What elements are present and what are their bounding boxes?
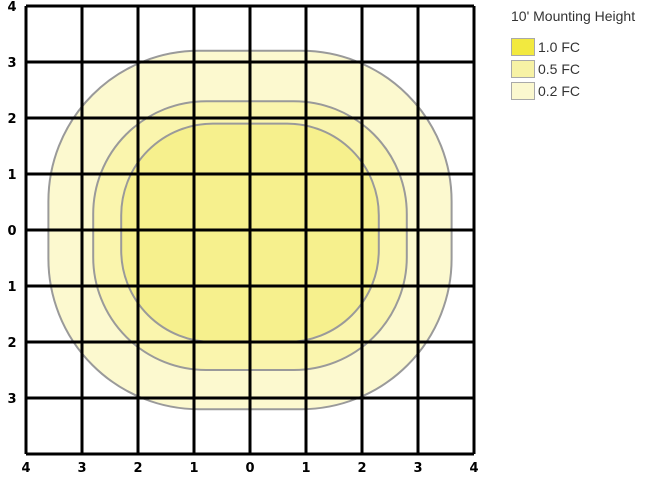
y-tick-label: 2 — [7, 112, 16, 127]
legend-item: 1.0 FC — [511, 36, 635, 58]
legend-item: 0.5 FC — [511, 58, 635, 80]
y-tick-label: 1 — [7, 168, 16, 183]
x-tick-label: 2 — [133, 461, 142, 476]
x-tick-label: 2 — [357, 461, 366, 476]
y-tick-label: 3 — [7, 392, 16, 407]
x-tick-label: 4 — [21, 461, 30, 476]
tick-labels: 4 3 2 1 0 1 2 3 4 4 3 2 1 0 1 2 3 — [7, 0, 478, 476]
legend-swatch — [511, 60, 535, 78]
grid-layer — [24, 4, 476, 456]
legend-item: 0.2 FC — [511, 80, 635, 102]
legend-swatch — [511, 82, 535, 100]
y-tick-label: 3 — [7, 56, 16, 71]
legend-swatch — [511, 38, 535, 56]
y-tick-label: 4 — [7, 0, 16, 15]
x-tick-label: 3 — [77, 461, 86, 476]
x-tick-label: 0 — [245, 461, 254, 476]
y-tick-label: 2 — [7, 336, 16, 351]
x-tick-label: 1 — [189, 461, 198, 476]
x-tick-label: 1 — [301, 461, 310, 476]
y-tick-label: 1 — [7, 280, 16, 295]
x-tick-label: 4 — [469, 461, 478, 476]
legend: 10' Mounting Height 1.0 FC 0.5 FC 0.2 FC — [511, 8, 635, 102]
isofootcandle-plot: 4 3 2 1 0 1 2 3 4 4 3 2 1 0 1 2 3 — [7, 0, 478, 476]
y-tick-label: 0 — [7, 224, 16, 239]
x-tick-label: 3 — [413, 461, 422, 476]
chart-title: 10' Mounting Height — [511, 8, 636, 24]
legend-label: 1.0 FC — [538, 39, 581, 55]
legend-items: 1.0 FC 0.5 FC 0.2 FC — [511, 36, 635, 102]
legend-label: 0.2 FC — [538, 83, 581, 99]
legend-label: 0.5 FC — [538, 61, 581, 77]
